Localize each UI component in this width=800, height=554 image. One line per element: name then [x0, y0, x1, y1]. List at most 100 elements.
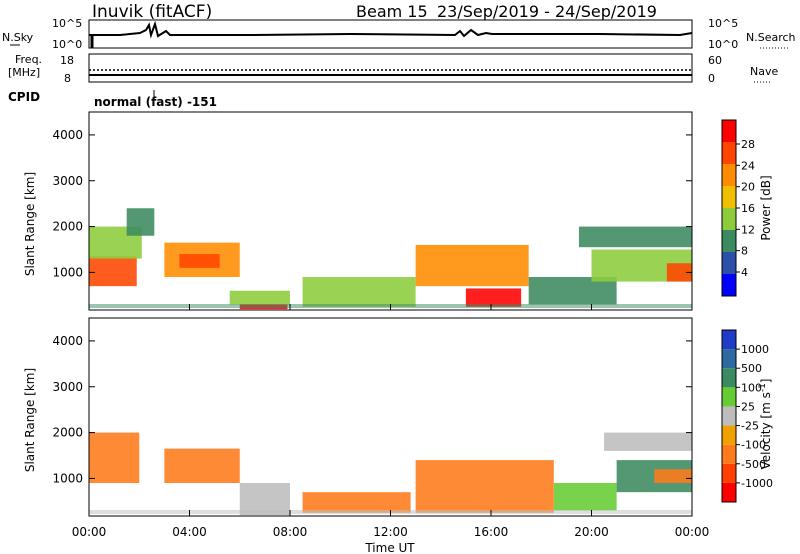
colorbar-tick-label: 25 — [741, 400, 755, 413]
power-echo-region — [179, 254, 220, 268]
colorbar-tick-label: 28 — [741, 138, 755, 151]
colorbar-tick-label: 20 — [741, 181, 755, 194]
velocity-echo-region — [302, 492, 411, 513]
colorbar-segment — [722, 274, 736, 296]
colorbar-tick-label: -100 — [741, 439, 766, 452]
freq-tick-top: 18 — [60, 54, 74, 67]
power-echo-region — [126, 208, 155, 236]
nsky-panel: N.Sky 10^5 10^0 10^5 10^0 N.Search — [2, 17, 796, 51]
nave-tick-top: 60 — [708, 54, 722, 67]
power-data — [89, 208, 692, 310]
colorbar-segment — [722, 120, 736, 142]
colorbar-segment — [722, 463, 736, 483]
velocity-echo-region — [654, 469, 692, 483]
y-tick-label: 2000 — [52, 426, 83, 440]
x-tick-label: 00:00 — [72, 525, 107, 539]
colorbar-tick-label: 500 — [741, 362, 762, 375]
velocity-echo-region — [164, 448, 240, 483]
cpid-value: normal (fast) -151 — [94, 95, 217, 109]
power-panel: 1000 2000 3000 4000 Slant Range [km] 28 24 20… — [23, 111, 773, 311]
y-tick-label: 4000 — [52, 334, 83, 348]
colorbar-segment — [722, 387, 736, 407]
velocity-echo-region — [239, 483, 290, 516]
colorbar-segment — [722, 186, 736, 208]
nsearch-label: N.Search — [746, 31, 796, 44]
colorbar-segment — [722, 252, 736, 274]
velocity-echo-region — [415, 460, 554, 513]
velocity-colorbar: 1000 500 100 25 -25 -100 -500 -1000 — [721, 329, 773, 503]
nsearch-tick-top: 10^5 — [708, 17, 738, 30]
velocity-echo-region — [604, 432, 692, 451]
colorbar-tick-label: -1000 — [741, 477, 773, 490]
date-range-label: 23/Sep/2019 - 24/Sep/2019 — [437, 2, 657, 21]
beam-label: Beam 15 — [356, 2, 428, 21]
power-echo-region — [578, 226, 692, 248]
velocity-echo-region — [89, 432, 140, 483]
colorbar-segment — [722, 349, 736, 369]
nsky-trace — [89, 20, 693, 39]
colorbar-segment — [722, 164, 736, 186]
nsky-tick-top: 10^5 — [52, 17, 82, 30]
colorbar-tick-label: 1000 — [741, 343, 769, 356]
nave-label: Nave — [750, 65, 778, 78]
colorbar-tick-label: 24 — [741, 159, 755, 172]
freq-frame — [88, 53, 693, 83]
x-tick-label: 08:00 — [273, 525, 308, 539]
x-tick-label: 12:00 — [373, 525, 408, 539]
y-tick-label: 3000 — [52, 380, 83, 394]
y-tick-label: 2000 — [52, 220, 83, 234]
colorbar-tick-label: 100 — [741, 381, 762, 394]
x-tick-label: 00:00 — [675, 525, 710, 539]
freq-label-line2: [MHz] — [8, 66, 40, 79]
power-echo-region — [666, 263, 692, 282]
colorbar-tick-label: 12 — [741, 223, 755, 236]
power-colorbar-label: Power [dB] — [759, 175, 773, 240]
power-echo-region — [302, 277, 416, 307]
colorbar-frame — [721, 329, 737, 503]
velocity-colorbar-label: Velocity [m s-1] — [758, 379, 773, 470]
colorbar-segment — [722, 368, 736, 388]
y-tick-label: 3000 — [52, 174, 83, 188]
colorbar-segment — [722, 444, 736, 464]
x-tick-label: 04:00 — [172, 525, 207, 539]
nsky-tick-bottom: 10^0 — [52, 38, 82, 51]
colorbar-segment — [722, 482, 736, 502]
station-title: Inuvik (fitACF) — [92, 2, 212, 22]
colorbar-tick-label: 4 — [741, 266, 748, 279]
colorbar-tick-label: 16 — [741, 202, 755, 215]
power-echo-region — [229, 290, 290, 305]
velocity-y-axis: 1000 2000 3000 4000 — [52, 334, 692, 485]
power-colorbar: 28 24 20 16 12 8 4 — [721, 119, 755, 297]
colorbar-segment — [722, 330, 736, 350]
cpid-label: CPID — [8, 90, 40, 104]
velocity-panel: 1000 2000 3000 4000 Slant Range [km] 1000 50… — [23, 317, 773, 517]
power-echo-region — [89, 256, 137, 287]
nave-tick-bottom: 0 — [708, 72, 715, 85]
colorbar-segment — [722, 142, 736, 164]
power-ylabel: Slant Range [km] — [23, 172, 37, 276]
colorbar-segment — [722, 208, 736, 230]
colorbar-segment — [722, 230, 736, 252]
freq-panel: Freq. [MHz] 18 8 60 0 Nave — [8, 53, 778, 85]
x-tick-label: 20:00 — [574, 525, 609, 539]
velocity-ylabel: Slant Range [km] — [23, 368, 37, 472]
x-tick-label: 16:00 — [474, 525, 509, 539]
colorbar-tick-label: 8 — [741, 245, 748, 258]
time-axis: 00:00 04:00 08:00 12:00 16:00 20:00 00:00 — [72, 304, 710, 539]
nsky-label: N.Sky — [2, 31, 34, 44]
colorbar-tick-label: -25 — [741, 420, 759, 433]
colorbar-segment — [722, 425, 736, 445]
velocity-echo-region — [553, 483, 617, 511]
y-tick-label: 1000 — [52, 471, 83, 485]
time-axis-label: Time UT — [364, 541, 415, 554]
y-tick-label: 1000 — [52, 265, 83, 279]
freq-tick-bottom: 8 — [64, 72, 71, 85]
power-echo-region — [465, 288, 522, 307]
nsearch-tick-bottom: 10^0 — [708, 38, 738, 51]
freq-label-line1: Freq. — [15, 53, 42, 66]
colorbar-tick-label: -500 — [741, 458, 766, 471]
y-tick-label: 4000 — [52, 128, 83, 142]
colorbar-segment — [722, 406, 736, 426]
power-echo-region — [415, 244, 529, 287]
